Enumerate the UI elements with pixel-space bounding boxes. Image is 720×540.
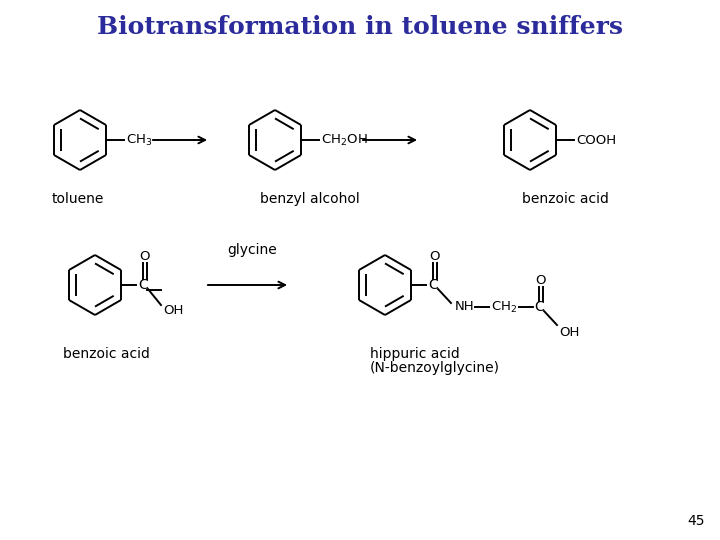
Text: C: C [534, 300, 544, 314]
Text: Biotransformation in toluene sniffers: Biotransformation in toluene sniffers [97, 15, 623, 39]
Text: COOH: COOH [576, 133, 616, 146]
Text: hippuric acid: hippuric acid [370, 347, 460, 361]
Text: OH: OH [163, 305, 184, 318]
Text: benzoic acid: benzoic acid [63, 347, 150, 361]
Text: benzyl alcohol: benzyl alcohol [260, 192, 360, 206]
Text: 45: 45 [688, 514, 705, 528]
Text: glycine: glycine [227, 243, 277, 257]
Text: NH: NH [455, 300, 474, 314]
Text: CH$_2$: CH$_2$ [491, 300, 517, 314]
Text: O: O [430, 251, 440, 264]
Text: C: C [138, 278, 148, 292]
Text: OH: OH [559, 326, 580, 339]
Text: C: C [428, 278, 438, 292]
Text: O: O [536, 274, 546, 287]
Text: benzoic acid: benzoic acid [522, 192, 609, 206]
Text: O: O [140, 251, 150, 264]
Text: CH$_3$: CH$_3$ [126, 132, 153, 147]
Text: (N-benzoylglycine): (N-benzoylglycine) [370, 361, 500, 375]
Text: CH$_2$OH: CH$_2$OH [321, 132, 368, 147]
Text: toluene: toluene [52, 192, 104, 206]
